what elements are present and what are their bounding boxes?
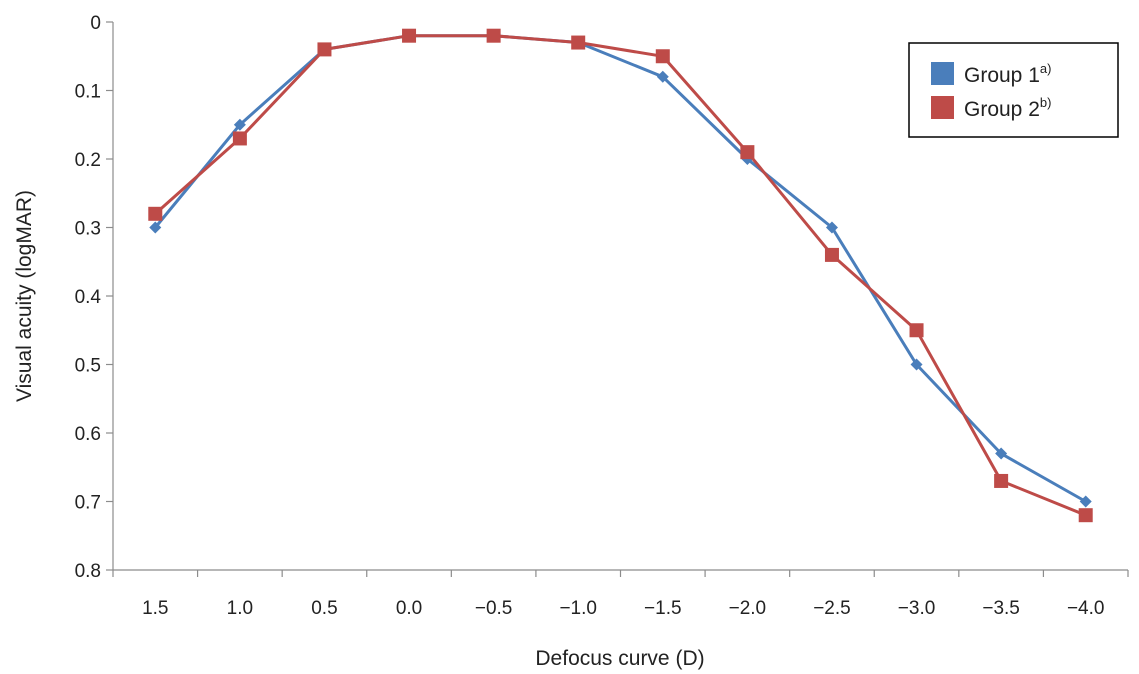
data-point: [909, 323, 924, 338]
x-tick-labels: 1.5 1.0 0.5 0.0 −0.5 −1.0 −1.5 −2.0 −2.5 −3.0 −3.5…: [142, 598, 1104, 619]
x-axis-title: Defocus curve (D): [535, 647, 704, 670]
x-tick-label: −1.0: [559, 598, 597, 619]
y-axis-title: Visual acuity (logMAR): [13, 190, 36, 402]
data-point: [655, 49, 670, 64]
data-point: [825, 221, 838, 234]
legend-swatch-group-1: [931, 62, 954, 85]
series-line: [154, 34, 1087, 503]
x-tick-label: 0.5: [311, 598, 337, 619]
y-tick-label: 0.7: [75, 493, 101, 514]
x-tick-label: −2.5: [813, 598, 851, 619]
y-tick-label: 0: [90, 13, 101, 34]
legend-swatch-group-2: [931, 96, 954, 119]
x-tick-label: −0.5: [475, 598, 513, 619]
x-tick-label: −3.0: [898, 598, 936, 619]
data-point: [995, 447, 1008, 460]
x-tick-label: −2.0: [729, 598, 767, 619]
x-tick-label: 0.0: [396, 598, 422, 619]
data-point: [233, 118, 246, 131]
y-tick-label: 0.6: [75, 424, 101, 445]
legend-label-group-1: Group 1a): [964, 61, 1051, 87]
series-2: [148, 28, 1093, 523]
legend-superscript: a): [1040, 61, 1052, 76]
y-tick-label: 0.5: [75, 356, 101, 377]
x-tick-label: −1.5: [644, 598, 682, 619]
legend-box: [908, 42, 1119, 138]
data-point: [1079, 495, 1092, 508]
legend-series-name: Group 1: [964, 64, 1040, 87]
data-point: [740, 145, 755, 160]
y-tick-label: 0.8: [75, 561, 101, 582]
data-point: [910, 358, 923, 371]
x-tick-label: −3.5: [982, 598, 1020, 619]
series-line: [154, 34, 1087, 517]
series-layer: [148, 28, 1093, 523]
x-tick-label: 1.0: [227, 598, 253, 619]
y-tick-labels: 0 0.1 0.2 0.3 0.4 0.5 0.6 0.7 0.8: [75, 13, 102, 582]
data-point: [994, 473, 1009, 488]
legend-series-name: Group 2: [964, 98, 1040, 121]
legend: Group 1a) Group 2b): [908, 42, 1119, 138]
data-point: [1078, 508, 1093, 523]
legend-label-group-2: Group 2b): [964, 95, 1051, 121]
x-tick-label: 1.5: [142, 598, 168, 619]
data-point: [232, 131, 247, 146]
y-tick-label: 0.3: [75, 219, 101, 240]
y-tick-label: 0.4: [75, 287, 102, 308]
data-point: [824, 247, 839, 262]
data-point: [656, 70, 669, 83]
legend-superscript: b): [1040, 95, 1052, 110]
data-point: [148, 206, 163, 221]
x-tick-label: −4.0: [1067, 598, 1105, 619]
data-point: [402, 28, 417, 43]
data-point: [571, 35, 586, 50]
data-point: [149, 221, 162, 234]
data-point: [486, 28, 501, 43]
data-point: [317, 42, 332, 57]
y-tick-label: 0.2: [75, 150, 101, 171]
axes: [106, 21, 1129, 577]
y-tick-label: 0.1: [75, 82, 101, 103]
